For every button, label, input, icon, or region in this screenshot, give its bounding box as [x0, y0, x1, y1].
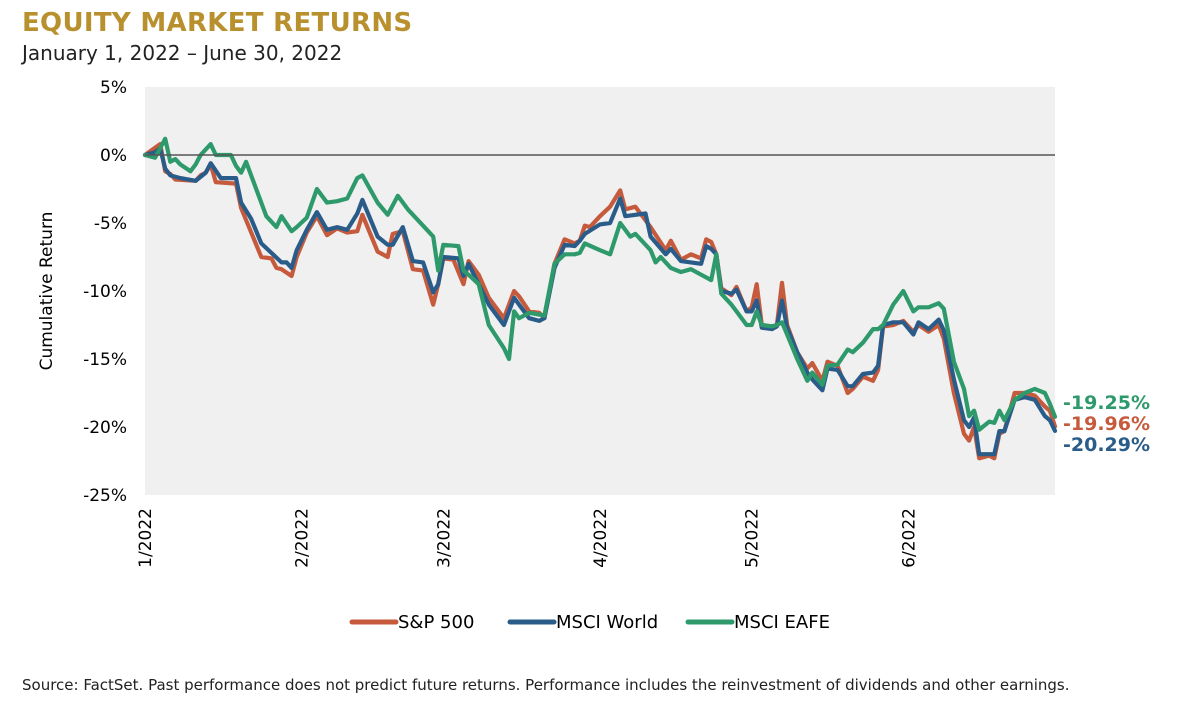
y-tick-label: 5% — [100, 78, 127, 98]
chart-subtitle: January 1, 2022 – June 30, 2022 — [22, 41, 343, 65]
end-value-label: -20.29% — [1063, 434, 1150, 456]
legend: S&P 500 MSCI World MSCI EAFE — [349, 612, 830, 633]
x-tick-label: 4/2022 — [591, 508, 611, 568]
y-axis: 5% 0% -5% -10% -15% -20% -25% — [83, 78, 127, 506]
y-tick-label: -15% — [83, 350, 127, 370]
y-tick-label: 0% — [100, 146, 127, 166]
y-tick-label: -20% — [83, 418, 127, 438]
source-note: Source: FactSet. Past performance does n… — [22, 676, 1070, 694]
x-tick-label: 1/2022 — [136, 508, 156, 568]
legend-entry-label: S&P 500 — [398, 612, 474, 633]
x-axis: 1/2022 2/2022 3/2022 4/2022 5/2022 6/2022 — [136, 508, 919, 568]
x-tick-label: 5/2022 — [743, 508, 763, 568]
x-tick-label: 2/2022 — [293, 508, 313, 568]
x-tick-label: 3/2022 — [434, 508, 454, 568]
y-tick-label: -5% — [94, 214, 127, 234]
x-tick-label: 6/2022 — [899, 508, 919, 568]
chart-title: EQUITY MARKET RETURNS — [22, 8, 413, 38]
end-value-label: -19.25% — [1063, 392, 1150, 414]
y-tick-label: -25% — [83, 486, 127, 506]
plot-area — [145, 87, 1055, 495]
end-value-label: -19.96% — [1063, 413, 1150, 435]
legend-entry-label: MSCI EAFE — [734, 612, 830, 633]
y-tick-label: -10% — [83, 282, 127, 302]
y-axis-title: Cumulative Return — [37, 212, 57, 371]
series-layer — [142, 136, 1058, 461]
end-labels: -19.25%-19.96%-20.29% — [1063, 392, 1150, 456]
legend-entry-label: MSCI World — [556, 612, 658, 633]
series-line-msci-world — [142, 146, 1058, 457]
series-line-msci-eafe — [142, 136, 1058, 432]
